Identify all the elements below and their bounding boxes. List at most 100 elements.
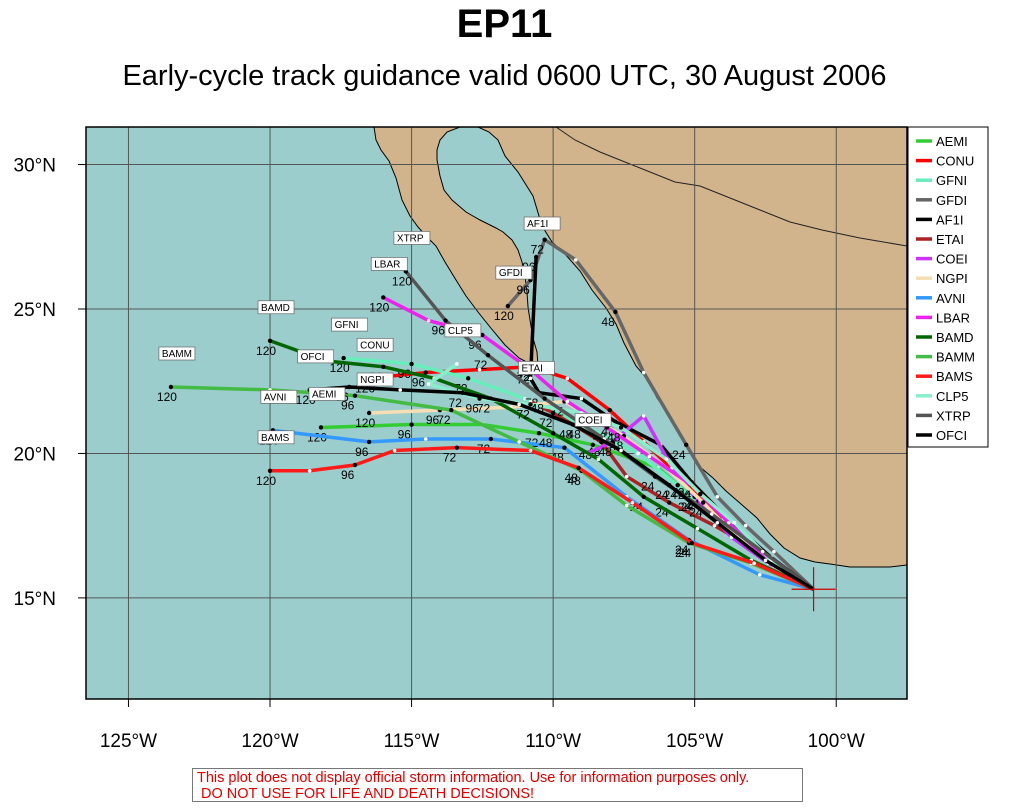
x-tick-label: 115°W [384, 731, 440, 752]
legend-entry: AF1I [936, 212, 963, 227]
forecast-hour-dot [550, 410, 556, 416]
forecast-hour-label: 48 [559, 428, 573, 442]
y-tick-label: 30°N [14, 156, 56, 177]
forecast-hour-dot [267, 468, 273, 473]
end-label-bamd: BAMD [257, 300, 295, 315]
track-point [392, 448, 397, 453]
forecast-hour-dot [267, 338, 273, 343]
legend-entry: GFNI [936, 173, 967, 188]
end-label-text: LBAR [374, 259, 400, 270]
legend-entry: CLP5 [936, 389, 969, 404]
end-label-xtrp: XTRP [393, 231, 431, 245]
track-point [630, 500, 635, 505]
track-point [573, 258, 578, 262]
legend-entry: NGPI [936, 271, 968, 286]
end-label-clp5: CLP5 [444, 323, 482, 338]
forecast-hour-label: 48 [607, 430, 621, 444]
track-point [624, 474, 629, 479]
track-point [709, 512, 714, 516]
forecast-hour-dot [689, 540, 695, 546]
forecast-hour-dot [480, 332, 485, 338]
track-point [695, 526, 700, 531]
end-label-text: BAMS [261, 433, 290, 444]
track-point [641, 414, 646, 418]
end-label-bams: BAMS [257, 430, 295, 445]
track-point [528, 448, 533, 453]
forecast-hour-label: 96 [355, 445, 369, 459]
track-point [763, 558, 768, 563]
forecast-hour-dot [381, 295, 386, 300]
forecast-hour-label: 48 [567, 428, 581, 442]
legend-entry: LBAR [936, 310, 970, 325]
forecast-hour-label: 96 [426, 413, 440, 427]
forecast-hour-dot [341, 355, 346, 361]
forecast-hour-dot [318, 425, 324, 430]
x-tick-label: 105°W [666, 731, 723, 752]
end-label-aemi: AEMI [308, 387, 346, 401]
country-border [555, 127, 907, 247]
forecast-hour-dot [409, 422, 414, 427]
forecast-hour-dot [613, 419, 618, 424]
track-point [307, 468, 312, 473]
forecast-hour-dot [562, 445, 567, 450]
forecast-hour-label: 48 [539, 436, 553, 450]
x-tick-label: 125°W [100, 731, 157, 752]
forecast-hour-dot [465, 376, 471, 381]
x-tick-label: 120°W [241, 731, 298, 752]
end-label-text: AF1I [527, 219, 548, 230]
legend-entry: OFCI [936, 428, 967, 443]
track-point [641, 370, 646, 375]
forecast-hour-dot [352, 393, 358, 398]
end-label-box [257, 300, 295, 315]
forecast-hour-dot [666, 500, 672, 505]
forecast-hour-label: 96 [412, 376, 426, 390]
track-guidance-map: 2448729612024487296120244872961202448729… [14, 126, 989, 752]
track-point [743, 523, 748, 528]
forecast-hour-label: 24 [672, 448, 686, 462]
storm-position-marker [791, 567, 836, 612]
forecast-hour-dot [550, 431, 556, 436]
forecast-hour-dot [443, 318, 448, 323]
end-label-ngpi: NGPI [356, 372, 394, 387]
x-tick-label: 100°W [808, 731, 865, 752]
forecast-hour-label: 96 [516, 283, 530, 297]
track-point [426, 318, 431, 323]
end-label-text: CONU [360, 340, 389, 351]
forecast-hour-dot [542, 237, 547, 242]
forecast-hour-dot [168, 384, 174, 390]
forecast-hour-dot [536, 431, 542, 436]
end-label-text: GFDI [499, 268, 523, 279]
end-label-box [518, 361, 555, 375]
track-point [523, 396, 527, 401]
forecast-hour-dot [366, 439, 372, 445]
end-label-box [297, 349, 335, 364]
end-label-text: AEMI [312, 389, 336, 400]
track-point [772, 549, 776, 554]
track-point [624, 503, 629, 508]
disclaimer-box: This plot does not display official stor… [192, 768, 803, 802]
forecast-hour-label: 72 [516, 407, 530, 421]
legend-entry: ETAI [936, 232, 964, 247]
track-point [426, 382, 431, 386]
track-point [732, 520, 737, 525]
forecast-hour-label: 120 [256, 474, 276, 488]
end-label-ofci: OFCI [297, 349, 335, 364]
forecast-hour-dot [449, 407, 454, 413]
end-label-text: BAMD [261, 303, 290, 314]
forecast-hour-label: 120 [157, 390, 177, 404]
forecast-hour-label: 24 [675, 543, 689, 557]
forecast-hour-dot [675, 483, 680, 488]
legend-entry: GFDI [936, 193, 967, 208]
forecast-hour-dot [683, 442, 689, 447]
forecast-hour-label: 120 [494, 309, 514, 323]
y-axis-ticks: 15°N 20°N 25°N 30°N [14, 156, 86, 610]
y-tick-label: 20°N [14, 444, 56, 465]
end-label-box [444, 323, 482, 338]
end-label-text: COEI [578, 415, 602, 426]
y-tick-label: 25°N [14, 300, 56, 321]
disclaimer-line-1: This plot does not display official stor… [197, 770, 750, 786]
forecast-hour-label: 120 [355, 416, 375, 430]
y-tick-label: 15°N [14, 589, 56, 610]
forecast-hour-label: 72 [531, 243, 545, 257]
